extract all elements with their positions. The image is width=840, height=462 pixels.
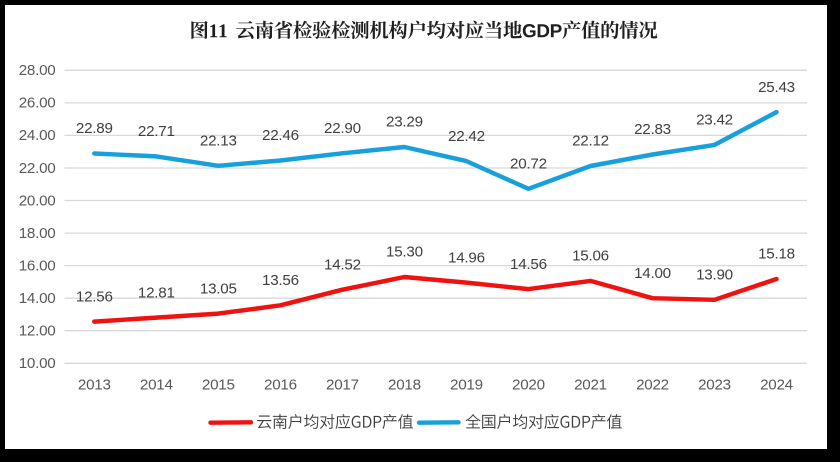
svg-text:22.71: 22.71 — [138, 123, 175, 140]
svg-text:15.06: 15.06 — [572, 248, 609, 265]
svg-text:24.00: 24.00 — [19, 127, 56, 144]
svg-text:25.43: 25.43 — [758, 79, 795, 96]
svg-text:20.00: 20.00 — [19, 192, 56, 209]
svg-text:22.90: 22.90 — [324, 120, 361, 137]
svg-text:22.12: 22.12 — [572, 133, 609, 150]
svg-text:2013: 2013 — [78, 376, 111, 393]
svg-text:13.05: 13.05 — [200, 280, 237, 297]
svg-text:13.90: 13.90 — [696, 267, 733, 284]
svg-text:10.00: 10.00 — [19, 355, 56, 372]
svg-text:2017: 2017 — [326, 376, 359, 393]
svg-text:22.46: 22.46 — [262, 127, 299, 144]
svg-text:14.00: 14.00 — [19, 290, 56, 307]
svg-text:15.18: 15.18 — [758, 246, 795, 263]
svg-text:13.56: 13.56 — [262, 272, 299, 289]
svg-text:2018: 2018 — [388, 376, 421, 393]
svg-text:2019: 2019 — [450, 376, 483, 393]
svg-text:2016: 2016 — [264, 376, 297, 393]
svg-text:14.96: 14.96 — [448, 249, 485, 266]
svg-text:22.89: 22.89 — [76, 120, 113, 137]
svg-text:2024: 2024 — [760, 376, 793, 393]
svg-text:20.72: 20.72 — [510, 156, 547, 173]
svg-text:2015: 2015 — [202, 376, 235, 393]
svg-text:12.00: 12.00 — [19, 323, 56, 340]
svg-text:22.13: 22.13 — [200, 133, 237, 150]
svg-text:14.52: 14.52 — [324, 256, 361, 273]
svg-text:22.00: 22.00 — [19, 160, 56, 177]
svg-text:12.81: 12.81 — [138, 284, 175, 301]
svg-text:23.42: 23.42 — [696, 112, 733, 129]
svg-text:28.00: 28.00 — [19, 62, 56, 79]
svg-text:15.30: 15.30 — [386, 244, 423, 261]
svg-text:18.00: 18.00 — [19, 225, 56, 242]
svg-text:2020: 2020 — [512, 376, 545, 393]
svg-text:14.00: 14.00 — [634, 265, 671, 282]
svg-text:22.42: 22.42 — [448, 128, 485, 145]
svg-text:16.00: 16.00 — [19, 257, 56, 274]
svg-text:2022: 2022 — [636, 376, 669, 393]
svg-text:22.83: 22.83 — [634, 121, 671, 138]
svg-text:26.00: 26.00 — [19, 95, 56, 112]
svg-text:2021: 2021 — [574, 376, 607, 393]
svg-text:2023: 2023 — [698, 376, 731, 393]
svg-text:23.29: 23.29 — [386, 114, 423, 131]
svg-text:14.56: 14.56 — [510, 256, 547, 273]
svg-text:12.56: 12.56 — [76, 288, 113, 305]
svg-text:2014: 2014 — [140, 376, 173, 393]
